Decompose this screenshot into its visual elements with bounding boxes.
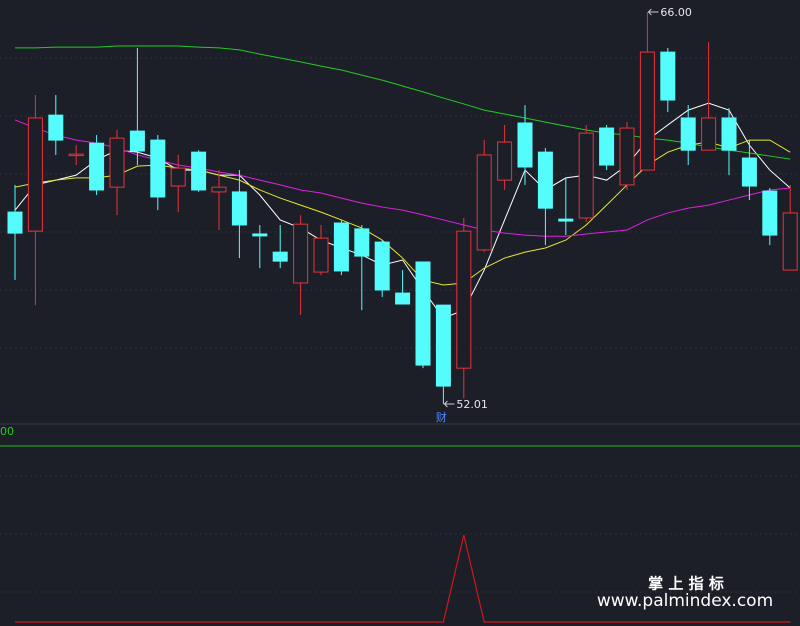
candle-body — [476, 154, 492, 251]
event-label: 财 — [436, 410, 447, 424]
candle-body — [762, 190, 778, 236]
ma-line — [14, 119, 791, 237]
candle-body — [231, 191, 247, 226]
ma-line — [15, 45, 791, 160]
candle-body — [599, 127, 615, 166]
candle-body — [374, 241, 390, 291]
candle-body — [497, 141, 513, 181]
candle-body — [680, 117, 696, 151]
candle-body — [639, 51, 655, 171]
ma-line — [14, 139, 791, 286]
candle-body — [333, 222, 349, 272]
candle-body — [415, 261, 431, 366]
candle-body — [27, 117, 43, 232]
candle-body — [89, 142, 105, 191]
max-arrow — [647, 8, 659, 16]
candle-body — [272, 251, 288, 262]
candle-body — [252, 233, 268, 237]
grid — [0, 57, 800, 593]
candle-body — [741, 157, 757, 187]
min-label: 52.01 — [456, 398, 488, 411]
candle-body — [435, 304, 451, 387]
max-label: 66.00 — [660, 6, 692, 19]
candle-body — [619, 127, 635, 186]
candle-body — [48, 114, 64, 141]
watermark-url: www.palmindex.com — [597, 591, 773, 611]
candle-body — [395, 292, 411, 305]
min-arrow — [443, 400, 455, 408]
candle-body — [660, 51, 676, 101]
candle-body — [354, 228, 370, 257]
indicator-line — [15, 534, 791, 623]
candle-body — [701, 117, 717, 151]
candle-body — [109, 137, 125, 188]
candle-body — [129, 130, 145, 152]
indicator-label: 00 — [0, 425, 14, 438]
candle-body — [7, 211, 23, 234]
candle-body — [537, 151, 553, 209]
candle-body — [456, 230, 472, 369]
ma-line — [14, 102, 791, 319]
candle-body — [782, 212, 798, 271]
candle-body — [191, 151, 207, 191]
candle-body — [313, 237, 329, 273]
candle-body — [578, 132, 594, 219]
watermark-title: 掌 上 指 标 — [648, 575, 724, 593]
candle-body — [721, 117, 737, 151]
candle-body — [68, 153, 84, 157]
candle-body — [170, 167, 186, 187]
candle-body — [517, 122, 533, 168]
candle-body — [293, 223, 309, 284]
candle-body — [150, 139, 166, 198]
candle-body — [558, 218, 574, 222]
candle-body — [211, 186, 227, 193]
